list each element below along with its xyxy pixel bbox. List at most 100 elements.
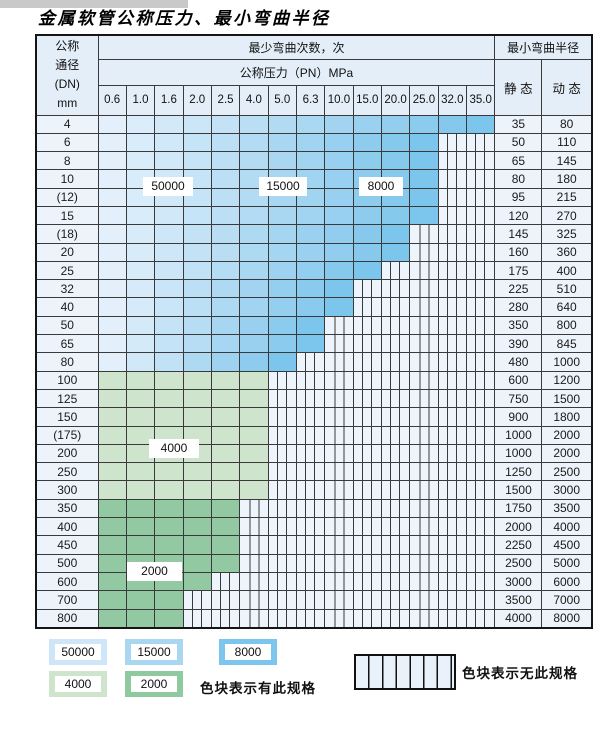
region-label-4000: 4000 — [149, 439, 199, 458]
dn-cell: 200 — [35, 443, 99, 464]
dn-header-line1: 公称 — [55, 38, 80, 53]
spec-cell — [154, 224, 184, 244]
dn-cell: 100 — [35, 370, 99, 390]
table-row: 200 1000 2000 — [35, 443, 593, 464]
dynamic-column-header: 动 态 — [541, 58, 593, 116]
no-spec-cell — [409, 608, 439, 629]
dn-cell: 700 — [35, 590, 99, 610]
no-spec-cell — [239, 535, 269, 555]
pn-value-header: 1.0 — [125, 84, 156, 116]
table-row: 40 280 640 — [35, 297, 593, 317]
spec-cell — [267, 334, 297, 354]
spec-cell — [154, 480, 184, 500]
spec-cell — [295, 114, 326, 134]
no-spec-cell — [324, 553, 354, 573]
no-spec-cell — [465, 169, 496, 189]
no-spec-cell — [324, 608, 354, 629]
pressure-radius-table: 公称 通径 (DN) mm 最少弯曲次数，次 最小弯曲半径 公称压力（PN）MP… — [35, 34, 593, 629]
no-spec-cell — [380, 297, 411, 317]
table-row: 10 80 180 — [35, 169, 593, 189]
spec-cell — [125, 480, 156, 500]
table-row: 15 120 270 — [35, 205, 593, 226]
no-spec-cell — [437, 297, 467, 317]
dynamic-radius-cell: 510 — [541, 279, 593, 299]
static-radius-cell: 1500 — [494, 480, 543, 500]
no-spec-cell — [380, 571, 411, 592]
spec-cell — [97, 388, 127, 409]
no-spec-cell — [409, 224, 439, 244]
dn-header-line3: (DN) — [54, 77, 80, 92]
spec-cell — [97, 297, 127, 317]
no-spec-cell — [380, 553, 411, 573]
spec-cell — [210, 297, 241, 317]
spec-cell — [210, 279, 241, 299]
no-spec-cell — [267, 535, 297, 555]
table-row: 150 900 1800 — [35, 407, 593, 427]
no-spec-cell — [267, 590, 297, 610]
no-spec-cell — [324, 443, 354, 464]
dn-cell: 300 — [35, 480, 99, 500]
no-spec-cell — [409, 498, 439, 519]
dn-header-line4: mm — [57, 96, 78, 111]
no-spec-cell — [409, 334, 439, 354]
data-table: 公称 通径 (DN) mm 最少弯曲次数，次 最小弯曲半径 公称压力（PN）MP… — [35, 34, 593, 629]
no-spec-cell — [295, 571, 326, 592]
no-spec-cell — [465, 407, 496, 427]
no-spec-cell — [465, 151, 496, 171]
no-spec-cell — [437, 169, 467, 189]
legend-swatch-2000-label: 2000 — [131, 676, 177, 692]
spec-cell — [239, 443, 269, 464]
static-radius-cell: 2250 — [494, 535, 543, 555]
dynamic-radius-cell: 4500 — [541, 535, 593, 555]
static-radius-cell: 3000 — [494, 571, 543, 592]
no-spec-cell — [239, 498, 269, 519]
spec-cell — [239, 462, 269, 482]
spec-cell — [324, 151, 354, 171]
spec-cell — [182, 260, 212, 281]
pn-value-header: 5.0 — [267, 84, 297, 116]
spec-cell — [154, 388, 184, 409]
spec-cell — [324, 297, 354, 317]
no-spec-cell — [380, 480, 411, 500]
spec-cell — [239, 151, 269, 171]
spec-cell — [324, 132, 354, 153]
no-spec-cell — [380, 462, 411, 482]
no-spec-cell — [352, 571, 382, 592]
spec-cell — [210, 114, 241, 134]
spec-cell — [352, 205, 382, 226]
spec-cell — [182, 388, 212, 409]
region-label-50000: 50000 — [143, 177, 193, 196]
spec-cell — [295, 132, 326, 153]
no-spec-cell — [409, 443, 439, 464]
no-spec-cell — [380, 370, 411, 390]
spec-cell — [154, 407, 184, 427]
dynamic-radius-cell: 1200 — [541, 370, 593, 390]
dynamic-radius-cell: 400 — [541, 260, 593, 281]
pn-value-header: 25.0 — [409, 84, 439, 116]
dynamic-radius-cell: 180 — [541, 169, 593, 189]
spec-cell — [182, 535, 212, 555]
static-radius-cell: 65 — [494, 151, 543, 171]
dynamic-radius-cell: 3000 — [541, 480, 593, 500]
no-spec-cell — [352, 352, 382, 372]
spec-cell — [380, 205, 411, 226]
spec-cell — [324, 187, 354, 207]
spec-cell — [97, 224, 127, 244]
table-row: 100 600 1200 — [35, 370, 593, 390]
spec-cell — [324, 260, 354, 281]
spec-cell — [97, 279, 127, 299]
dynamic-radius-cell: 80 — [541, 114, 593, 134]
spec-cell — [125, 334, 156, 354]
spec-cell — [295, 315, 326, 336]
no-spec-cell — [267, 517, 297, 537]
spec-cell — [97, 535, 127, 555]
scan-artifact-strip — [0, 0, 188, 8]
page-title: 金属软管公称压力、最小弯曲半径 — [38, 9, 331, 29]
dynamic-radius-cell: 2000 — [541, 425, 593, 445]
min-bend-radius-header: 最小弯曲半径 — [494, 34, 593, 60]
no-spec-cell — [295, 352, 326, 372]
table-row: 700 3500 7000 — [35, 590, 593, 610]
no-spec-cell — [267, 462, 297, 482]
no-spec-cell — [409, 352, 439, 372]
pn-value-header: 1.6 — [154, 84, 184, 116]
